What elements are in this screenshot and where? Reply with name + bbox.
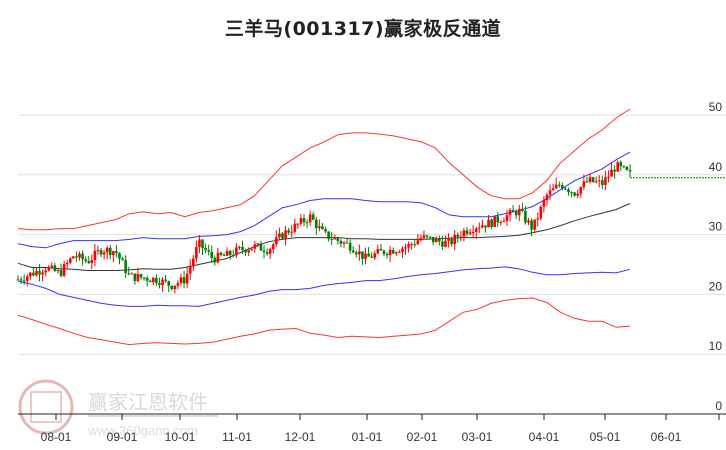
chart-title: 三羊马(001317)赢家极反通道 — [224, 18, 502, 40]
x-axis: 08-01 09-01 10-01 11-01 12-01 01-01 02-01 03-01… — [18, 413, 726, 444]
watermark-url: www.360gann.com — [87, 423, 198, 438]
watermark: 赢家江恩软件 www.360gann.com — [18, 379, 218, 438]
inner_lower-line — [17, 266, 631, 307]
y-tick-label: 30 — [709, 220, 723, 234]
channel-bands — [17, 108, 631, 346]
x-tick-label: 08-01 — [41, 430, 72, 444]
y-tick-label: 20 — [709, 279, 723, 293]
x-tick-label: 09-01 — [107, 430, 138, 444]
x-tick-label: 10-01 — [165, 430, 196, 444]
outer_upper-line — [17, 108, 631, 231]
grid-lines — [18, 114, 726, 355]
x-tick-label: 06-01 — [651, 430, 682, 444]
candlesticks — [16, 160, 632, 294]
x-tick-label: 03-01 — [462, 430, 493, 444]
outer_lower-line — [17, 297, 631, 346]
y-tick-label: 10 — [709, 339, 723, 353]
x-tick-label: 04-01 — [529, 430, 560, 444]
inner_upper-line — [17, 151, 631, 249]
x-tick-label: 01-01 — [352, 430, 383, 444]
watermark-seal-icon — [18, 379, 74, 435]
x-tick-label: 11-01 — [222, 430, 252, 444]
mid_line-line — [17, 203, 631, 271]
watermark-brand: 赢家江恩软件 — [88, 390, 208, 414]
x-tick-label: 12-01 — [285, 430, 316, 444]
x-tick-label: 05-01 — [590, 430, 621, 444]
y-tick-label: 50 — [709, 100, 723, 114]
x-tick-label: 02-01 — [407, 430, 438, 444]
y-axis: 0 10 20 30 40 50 — [709, 100, 723, 413]
y-tick-label: 0 — [715, 399, 722, 413]
y-tick-label: 40 — [709, 160, 723, 174]
